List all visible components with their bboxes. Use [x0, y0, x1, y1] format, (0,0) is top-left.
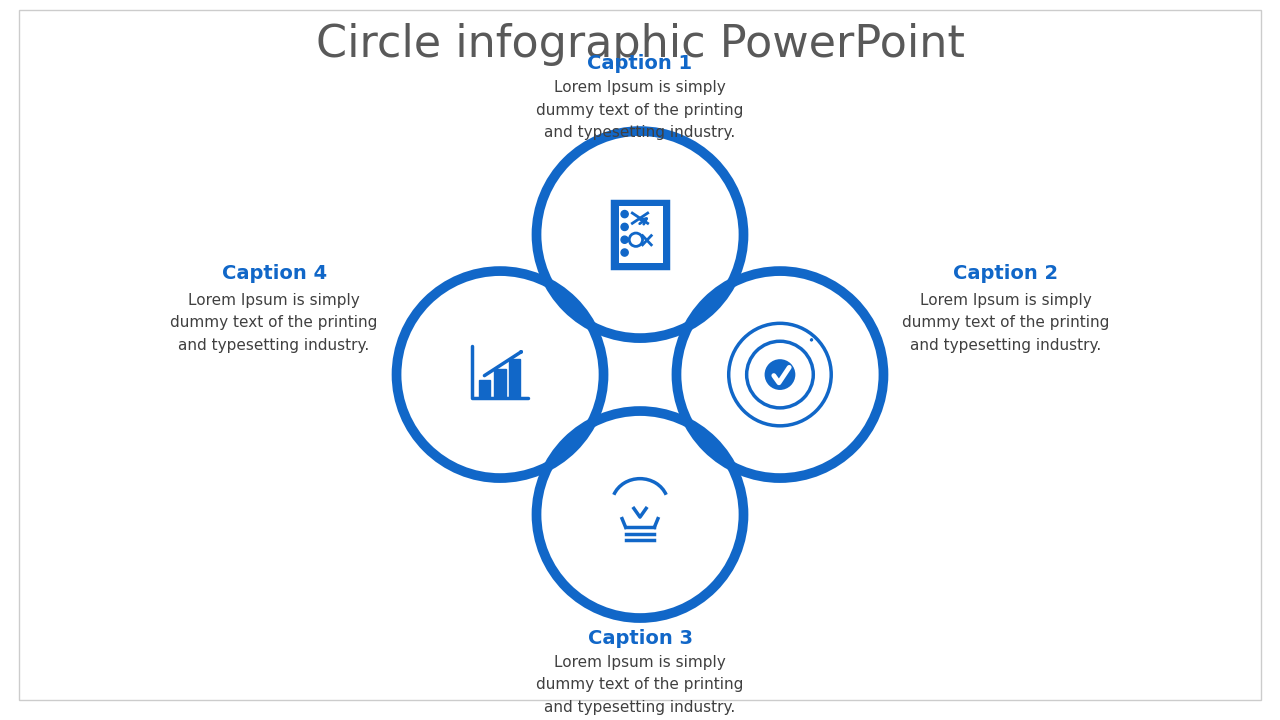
- Circle shape: [621, 223, 628, 230]
- Circle shape: [621, 210, 628, 217]
- FancyArrowPatch shape: [484, 351, 521, 376]
- Text: Caption 2: Caption 2: [954, 264, 1059, 283]
- Text: Lorem Ipsum is simply
dummy text of the printing
and typesetting industry.: Lorem Ipsum is simply dummy text of the …: [536, 655, 744, 714]
- Text: Caption 3: Caption 3: [588, 629, 692, 648]
- FancyBboxPatch shape: [620, 207, 663, 263]
- Circle shape: [621, 236, 628, 243]
- Text: Circle infographic PowerPoint: Circle infographic PowerPoint: [315, 23, 965, 66]
- Text: Lorem Ipsum is simply
dummy text of the printing
and typesetting industry.: Lorem Ipsum is simply dummy text of the …: [170, 293, 378, 353]
- Text: Caption 4: Caption 4: [221, 264, 326, 283]
- Bar: [508, 359, 520, 397]
- Circle shape: [764, 359, 795, 390]
- Bar: [479, 379, 490, 397]
- Text: Lorem Ipsum is simply
dummy text of the printing
and typesetting industry.: Lorem Ipsum is simply dummy text of the …: [902, 293, 1110, 353]
- FancyBboxPatch shape: [612, 202, 668, 268]
- Bar: [494, 369, 506, 397]
- Circle shape: [621, 249, 628, 256]
- Text: Lorem Ipsum is simply
dummy text of the printing
and typesetting industry.: Lorem Ipsum is simply dummy text of the …: [536, 81, 744, 140]
- Text: Caption 1: Caption 1: [588, 55, 692, 73]
